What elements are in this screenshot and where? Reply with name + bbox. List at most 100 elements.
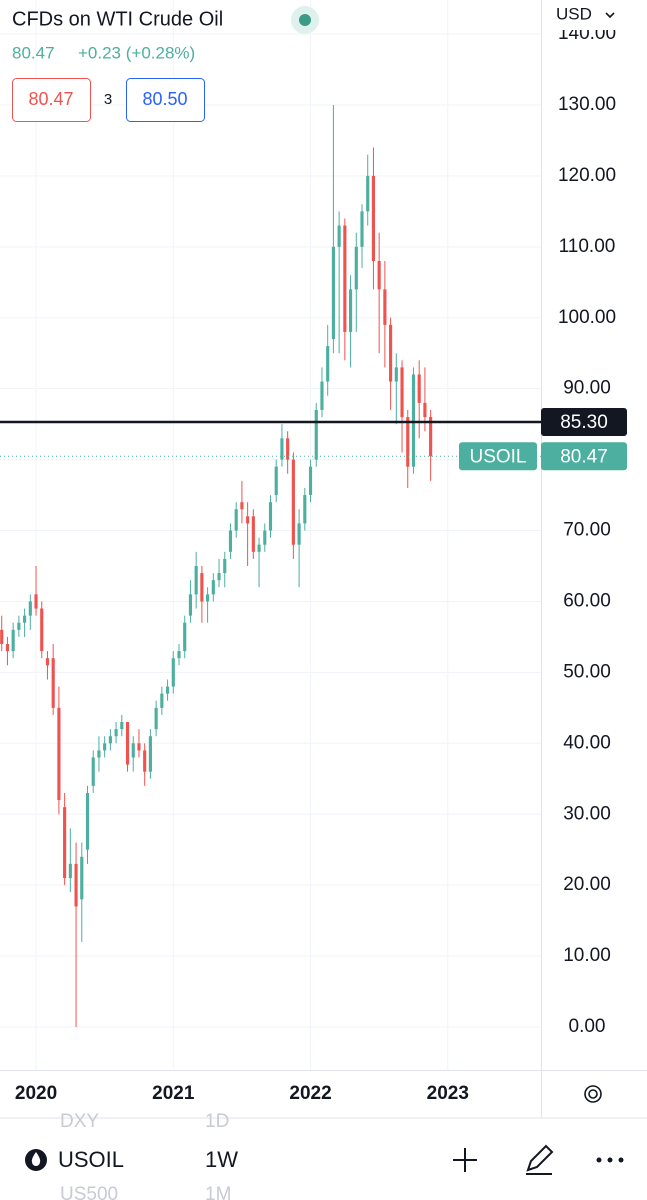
candle-body: [308, 466, 313, 496]
candle-body: [211, 580, 215, 595]
candle-body: [5, 644, 10, 652]
candle-body: [183, 622, 187, 652]
candle-body: [200, 573, 204, 602]
candle-body: [354, 246, 358, 290]
candle-body: [194, 565, 198, 595]
candle-body: [120, 722, 124, 730]
bid-box[interactable]: [12, 78, 91, 122]
candle-body: [400, 367, 404, 418]
candle-body: [217, 573, 221, 581]
y-tick-label: 30.00: [563, 803, 611, 824]
oil-drop: [31, 1152, 41, 1166]
y-tick-label: 20.00: [563, 874, 611, 895]
candle-body: [34, 594, 38, 609]
y-tick-label: 10.00: [563, 945, 611, 966]
candle-body: [417, 374, 421, 403]
candle-body: [360, 211, 364, 247]
candle-body: [343, 225, 347, 332]
candle-body: [320, 381, 324, 410]
candle-body: [74, 863, 78, 907]
currency-bg: [548, 0, 647, 30]
bid: 80.47: [28, 89, 73, 109]
add-icon[interactable]: [453, 1148, 477, 1172]
y-tick-label: 70.00: [563, 520, 611, 541]
price-label-bg: [541, 442, 627, 471]
candle-body: [240, 502, 244, 510]
candle-body: [366, 175, 370, 212]
candle-body: [234, 509, 238, 531]
candle-body: [394, 367, 398, 382]
candle-body: [57, 707, 61, 801]
candle-body: [177, 651, 181, 659]
candle-body: [268, 502, 273, 531]
candle-body: [406, 417, 410, 467]
title: CFDs on WTI Crude Oil: [12, 8, 223, 30]
candle-body: [423, 402, 427, 418]
candle-body: [85, 792, 90, 850]
interval[interactable]: 1W: [205, 1147, 238, 1172]
more-icon[interactable]: [596, 1157, 624, 1163]
candle-body: [23, 615, 27, 623]
candle-body: [291, 459, 295, 545]
plot: 0.00 10.00 20.00 30.00 40.00 50.00 60.00 70.00 8…: [0, 0, 647, 1118]
candle-body: [165, 686, 170, 694]
settings-icon[interactable]: [584, 1085, 602, 1103]
y-tick-label: 40.00: [563, 732, 611, 753]
candle-body: [40, 608, 44, 652]
candle-body: [337, 225, 341, 247]
candle-body: [274, 466, 278, 496]
candle-body: [51, 658, 55, 708]
candle-body: [331, 246, 335, 340]
y-tick-label: 0.00: [569, 1016, 606, 1037]
y-tick-label: 60.00: [563, 590, 611, 611]
ask: 80.50: [142, 89, 187, 109]
candle-body: [137, 743, 141, 751]
candle-body: [125, 722, 130, 765]
candle-body: [91, 757, 95, 786]
symbol[interactable]: USOIL: [58, 1147, 124, 1172]
candle-body: [63, 807, 67, 879]
y-tick-label: 110.00: [559, 236, 616, 257]
ghost-symbol: US500: [60, 1184, 118, 1200]
candle-body: [297, 523, 301, 545]
x-tick-label: 2023: [427, 1083, 469, 1104]
x-tick-label: 2020: [15, 1083, 57, 1104]
candle-body: [377, 261, 381, 290]
ghost-symbol: DXY: [60, 1111, 99, 1132]
candle-body: [389, 324, 393, 382]
toolbar-bg: [0, 1136, 647, 1184]
y-tick-label: 120.00: [558, 165, 616, 186]
currency-caret: [605, 12, 615, 19]
ghost-interval: 1D: [205, 1111, 229, 1132]
candle-body: [223, 558, 227, 574]
candle-body: [114, 729, 118, 737]
ask-box[interactable]: [126, 78, 205, 122]
candle-body: [0, 629, 4, 645]
candle-body: [28, 601, 32, 616]
candle-body: [154, 707, 158, 730]
currency[interactable]: USD: [556, 4, 592, 23]
price-name: USOIL: [469, 446, 526, 467]
y-tick-label: 90.00: [563, 378, 611, 399]
x-tick-label: 2022: [289, 1083, 331, 1104]
candle-body: [314, 409, 318, 460]
candle-body: [251, 516, 255, 552]
price-label: 80.47: [560, 446, 608, 467]
candle-body: [103, 743, 107, 751]
price-name-bg: [459, 442, 537, 471]
candle-body: [80, 856, 84, 900]
status-dot: [299, 14, 311, 26]
hline-label-bg: [541, 408, 627, 437]
x-tick-label: 2021: [152, 1083, 195, 1104]
candle-body: [45, 658, 50, 666]
candle-body: [263, 530, 267, 545]
candle-body: [131, 743, 135, 758]
candle-body: [246, 516, 250, 524]
candle-body: [303, 495, 307, 524]
draw-icon[interactable]: [526, 1144, 554, 1175]
candle-body: [371, 175, 376, 262]
y-tick-label: 50.00: [563, 661, 611, 682]
candle-body: [68, 863, 72, 879]
